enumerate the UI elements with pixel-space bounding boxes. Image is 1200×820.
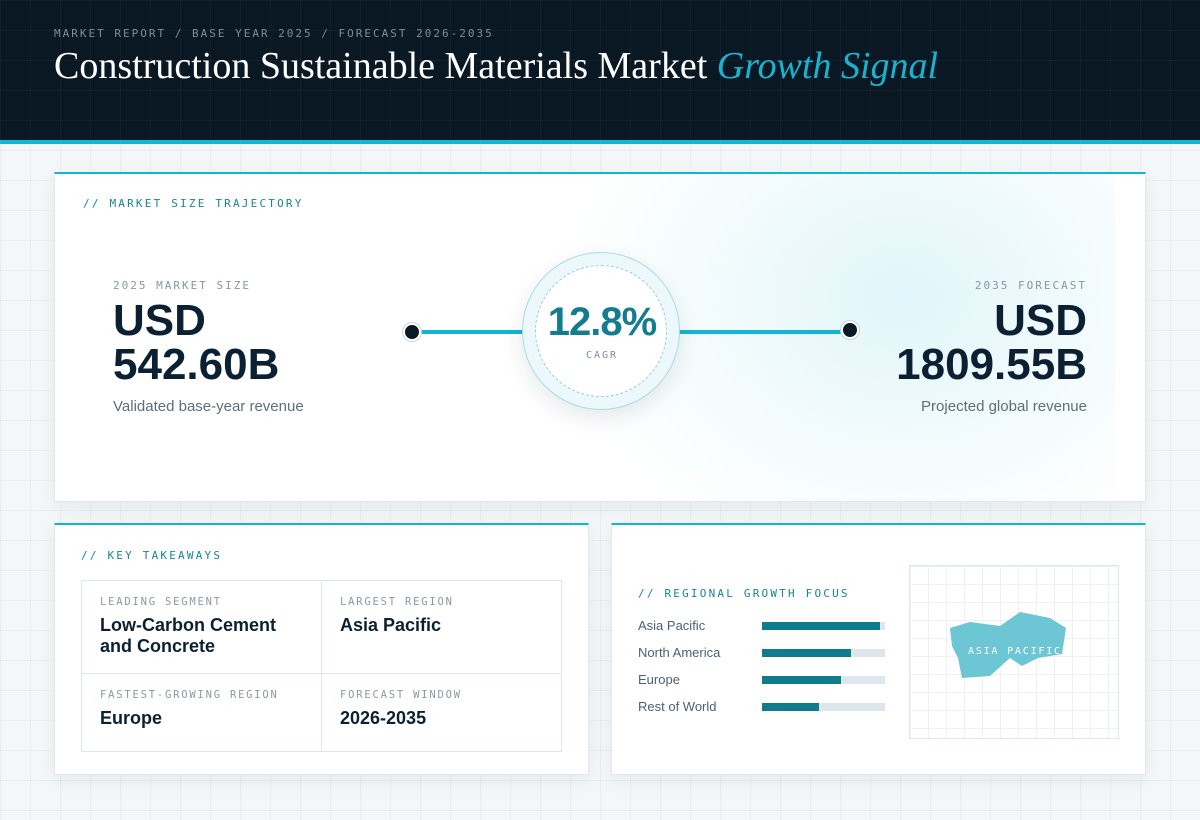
section-label-takeaways: // KEY TAKEAWAYS (81, 549, 223, 562)
start-stat-value: 542.60B (113, 340, 280, 389)
end-stat-label: 2035 FORECAST (974, 279, 1087, 292)
takeaway-largest-region: LARGEST REGION Asia Pacific (322, 581, 561, 674)
start-stat-currency: USD (113, 296, 206, 345)
section-label-regional: // REGIONAL GROWTH FOCUS (638, 587, 850, 600)
end-point (841, 321, 859, 339)
map-region-label: ASIA PACIFIC (968, 646, 1062, 657)
takeaway-label: LARGEST REGION (340, 596, 454, 608)
region-bar-fill (762, 649, 851, 657)
title-accent: Growth Signal (716, 45, 939, 87)
asia-pacific-shape-icon (950, 612, 1066, 678)
takeaway-forecast-window: FORECAST WINDOW 2026-2035 (322, 674, 561, 751)
cagr-badge: 12.8% CAGR (522, 252, 680, 410)
regional-growth-card: // REGIONAL GROWTH FOCUS Asia Pacific No… (611, 523, 1146, 775)
cagr-label: CAGR (585, 350, 619, 361)
start-point (403, 323, 421, 341)
region-row: Europe (638, 671, 888, 689)
page-title: Construction Sustainable Materials Marke… (54, 44, 938, 88)
report-header: MARKET REPORT / BASE YEAR 2025 / FORECAS… (0, 0, 1200, 144)
breadcrumb: MARKET REPORT / BASE YEAR 2025 / FORECAS… (54, 27, 494, 40)
takeaway-value: 2026-2035 (340, 708, 427, 728)
takeaway-value: Low-Carbon Cement and Concrete (100, 615, 277, 656)
region-row: Rest of World (638, 698, 888, 716)
region-name: Asia Pacific (638, 618, 706, 633)
region-name: North America (638, 645, 721, 660)
end-stat-caption: Projected global revenue (921, 398, 1087, 415)
region-name: Rest of World (638, 699, 717, 714)
region-bar-fill (762, 676, 841, 684)
takeaway-value: Asia Pacific (340, 615, 442, 635)
cagr-ring: 12.8% CAGR (535, 265, 667, 397)
takeaways-grid: LEADING SEGMENT Low-Carbon Cement and Co… (81, 580, 562, 752)
region-row: North America (638, 644, 888, 662)
takeaway-label: FASTEST-GROWING REGION (100, 689, 279, 701)
start-stat-caption: Validated base-year revenue (113, 398, 304, 415)
region-bar-fill (762, 703, 819, 711)
end-stat-value: 1809.55B (896, 340, 1087, 389)
key-takeaways-card: // KEY TAKEAWAYS LEADING SEGMENT Low-Car… (54, 523, 589, 775)
region-bar-track (762, 676, 885, 684)
cagr-value: 12.8% (547, 300, 657, 344)
region-map: ASIA PACIFIC (909, 565, 1119, 739)
region-name: Europe (638, 672, 680, 687)
map-region-shape (950, 612, 1066, 678)
takeaway-label: FORECAST WINDOW (340, 689, 462, 701)
region-bar-track (762, 703, 885, 711)
takeaway-label: LEADING SEGMENT (100, 596, 222, 608)
end-stat-currency: USD (994, 296, 1087, 345)
region-bar-track (762, 622, 885, 630)
region-row: Asia Pacific (638, 617, 888, 635)
takeaway-leading-segment: LEADING SEGMENT Low-Carbon Cement and Co… (82, 581, 322, 674)
takeaway-value: Europe (100, 708, 163, 728)
region-bar-track (762, 649, 885, 657)
section-label-trajectory: // MARKET SIZE TRAJECTORY (83, 197, 304, 210)
takeaway-fastest-region: FASTEST-GROWING REGION Europe (82, 674, 322, 751)
start-stat-label: 2025 MARKET SIZE (113, 279, 251, 292)
title-main: Construction Sustainable Materials Marke… (54, 45, 717, 87)
region-bar-fill (762, 622, 881, 630)
market-size-card: // MARKET SIZE TRAJECTORY 2025 MARKET SI… (54, 172, 1146, 502)
